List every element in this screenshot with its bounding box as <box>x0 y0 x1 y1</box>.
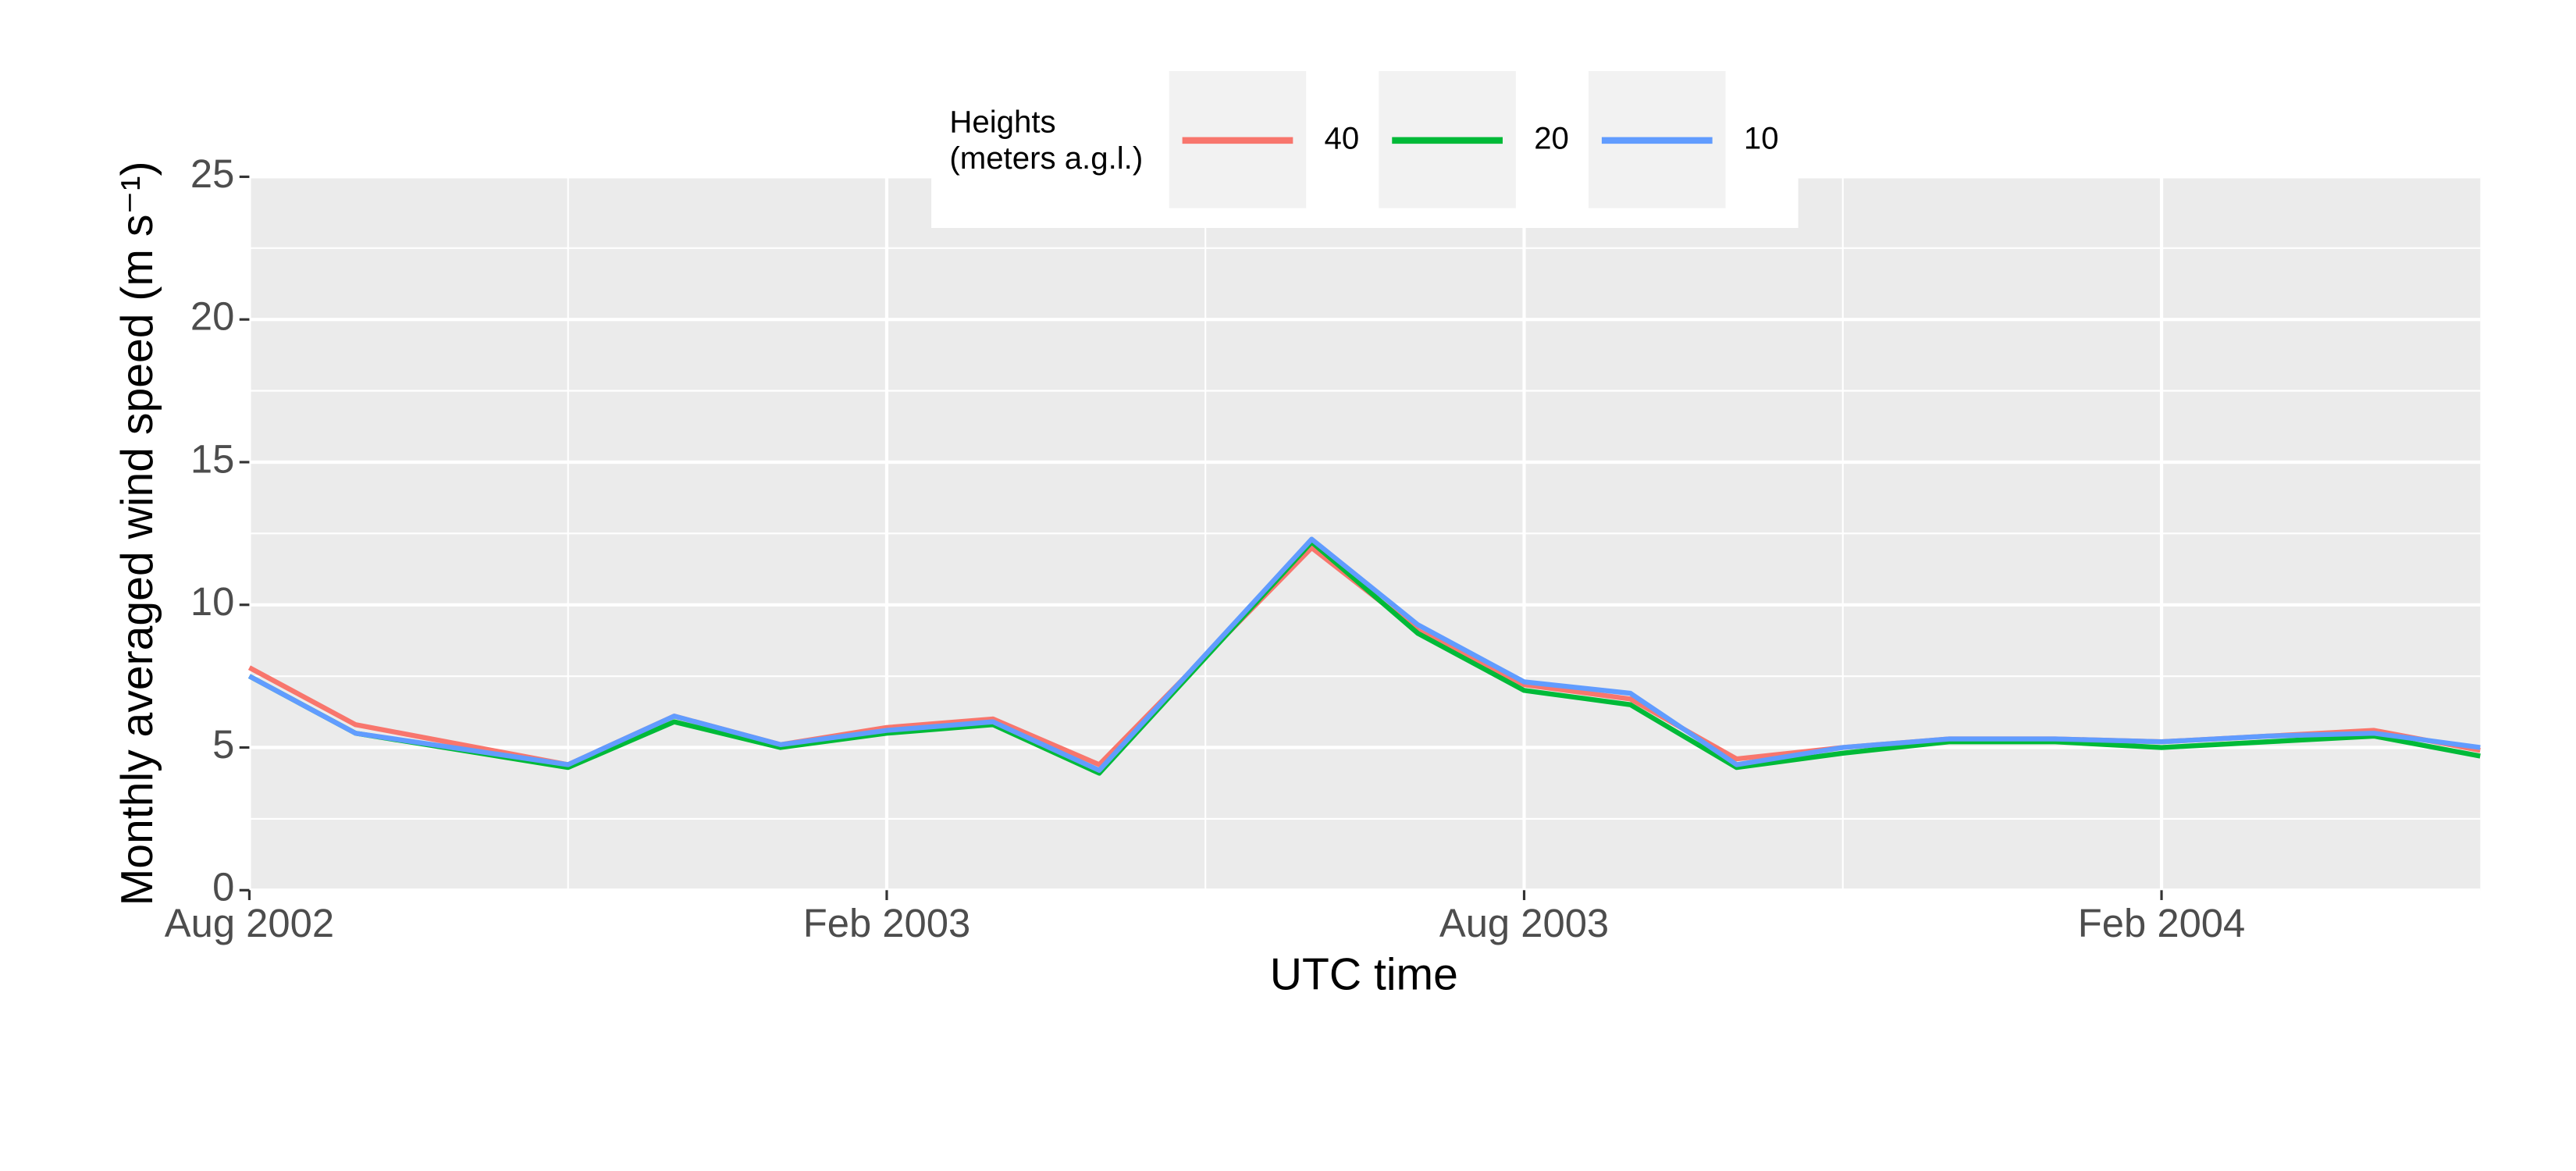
x-tick-label: Aug 2003 <box>1439 901 1609 945</box>
y-tick-label: 0 <box>212 865 234 909</box>
series-line <box>247 536 2481 773</box>
legend-label: 40 <box>1325 121 1360 156</box>
y-tick-label: 25 <box>190 151 234 196</box>
y-tick-label: 20 <box>190 294 234 339</box>
x-tick-label: Aug 2002 <box>165 901 334 945</box>
legend-label: 10 <box>1744 121 1779 156</box>
x-tick-label: Feb 2004 <box>2078 901 2245 945</box>
y-axis-title: Monthly averaged wind speed (m s⁻¹) <box>112 161 162 906</box>
y-tick-label: 5 <box>212 722 234 767</box>
x-axis-title: UTC time <box>1270 949 1458 999</box>
legend-title: (meters a.g.l.) <box>949 141 1143 176</box>
legend-title: Heights <box>949 104 1055 139</box>
y-tick-label: 10 <box>190 579 234 624</box>
legend-label: 20 <box>1534 121 1569 156</box>
series-line <box>247 539 2481 776</box>
x-tick-label: Feb 2003 <box>803 901 970 945</box>
y-tick-label: 15 <box>190 436 234 481</box>
